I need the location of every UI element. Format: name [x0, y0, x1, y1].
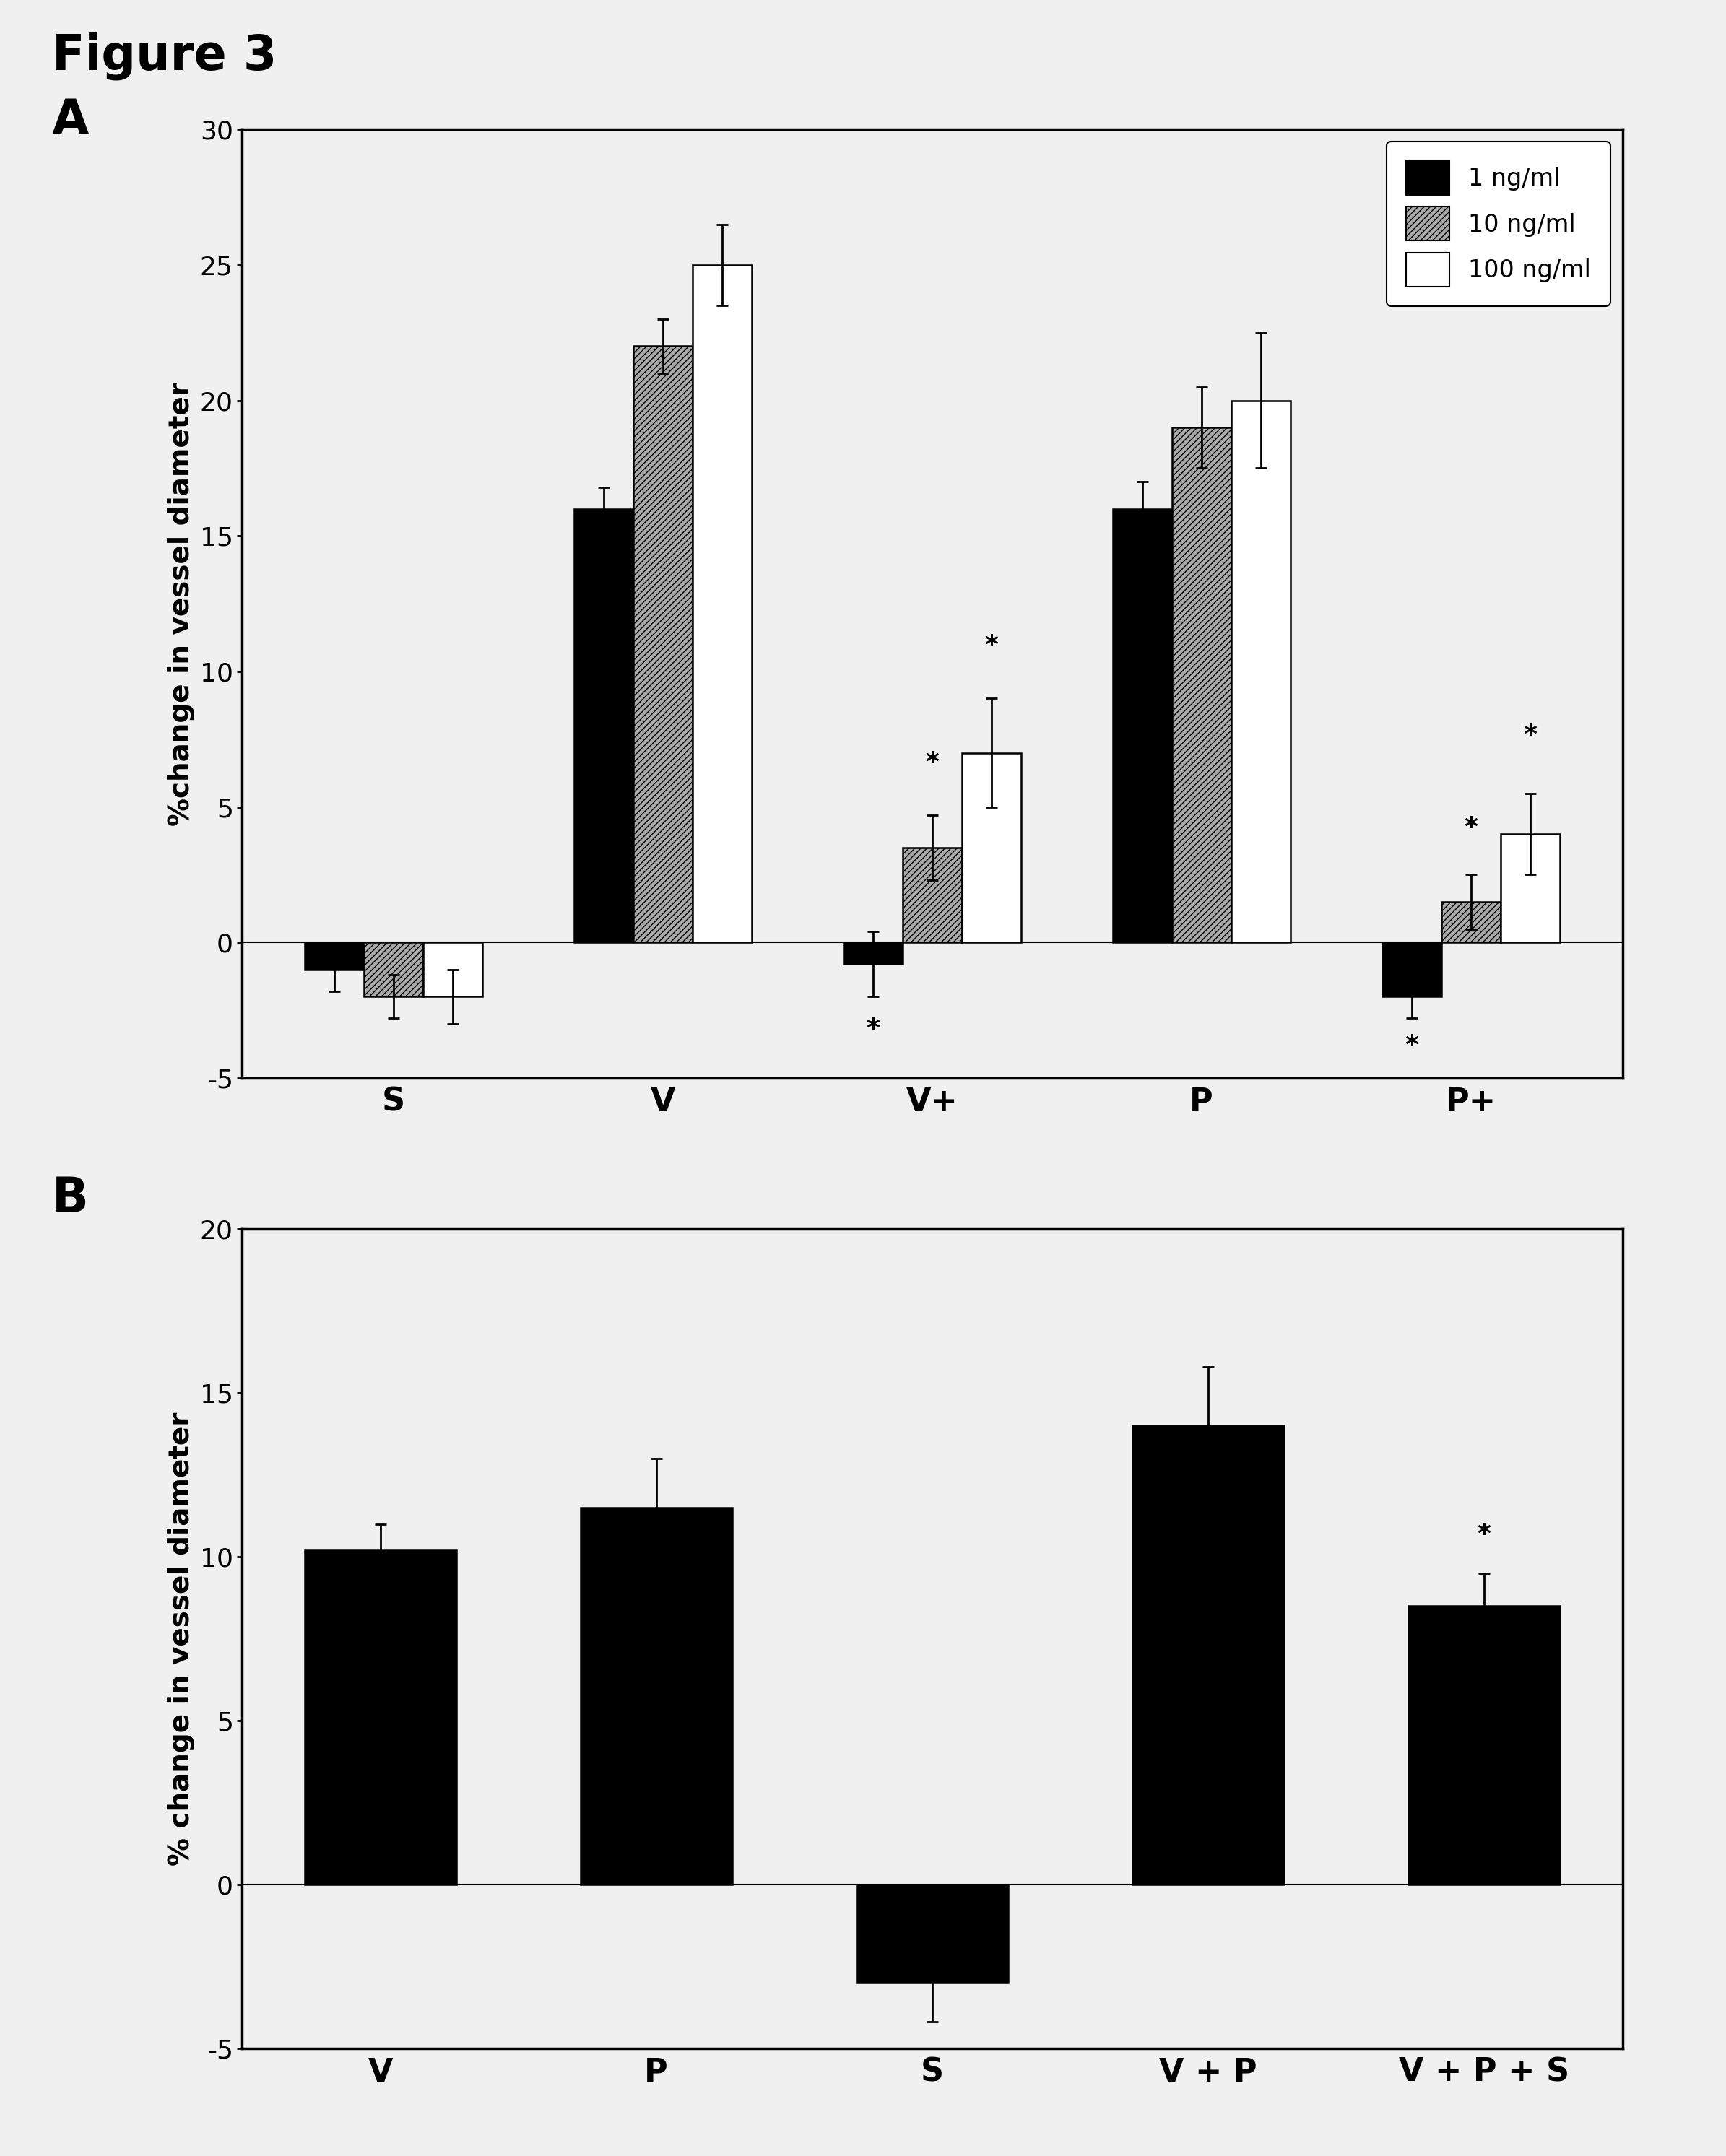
Y-axis label: % change in vessel diameter: % change in vessel diameter: [167, 1412, 195, 1865]
Bar: [1231, 401, 1291, 942]
Legend: 1 ng/ml, 10 ng/ml, 100 ng/ml: 1 ng/ml, 10 ng/ml, 100 ng/ml: [1386, 142, 1610, 306]
Bar: [423, 942, 482, 996]
Bar: [1113, 509, 1172, 942]
Bar: [364, 942, 423, 996]
Bar: [692, 265, 751, 942]
Bar: [573, 509, 633, 942]
Bar: [1500, 834, 1560, 942]
Bar: [1172, 427, 1231, 942]
Text: *: *: [866, 1018, 880, 1041]
Text: *: *: [1464, 815, 1477, 839]
Text: *: *: [1522, 722, 1536, 748]
Bar: [1132, 1425, 1284, 1884]
Bar: [842, 942, 903, 964]
Bar: [856, 1884, 1008, 1984]
Bar: [633, 347, 692, 942]
Text: *: *: [1477, 1522, 1491, 1546]
Text: Figure 3: Figure 3: [52, 32, 276, 80]
Bar: [304, 1550, 456, 1884]
Text: B: B: [52, 1175, 88, 1222]
Bar: [304, 942, 364, 970]
Text: *: *: [984, 634, 998, 658]
Bar: [1383, 942, 1441, 996]
Text: A: A: [52, 97, 90, 144]
Bar: [903, 847, 961, 942]
Text: *: *: [925, 750, 939, 774]
Bar: [1441, 901, 1500, 942]
Bar: [580, 1507, 732, 1884]
Text: *: *: [1405, 1033, 1419, 1059]
Bar: [961, 752, 1022, 942]
Bar: [1408, 1606, 1560, 1884]
Y-axis label: %change in vessel diameter: %change in vessel diameter: [167, 382, 195, 826]
